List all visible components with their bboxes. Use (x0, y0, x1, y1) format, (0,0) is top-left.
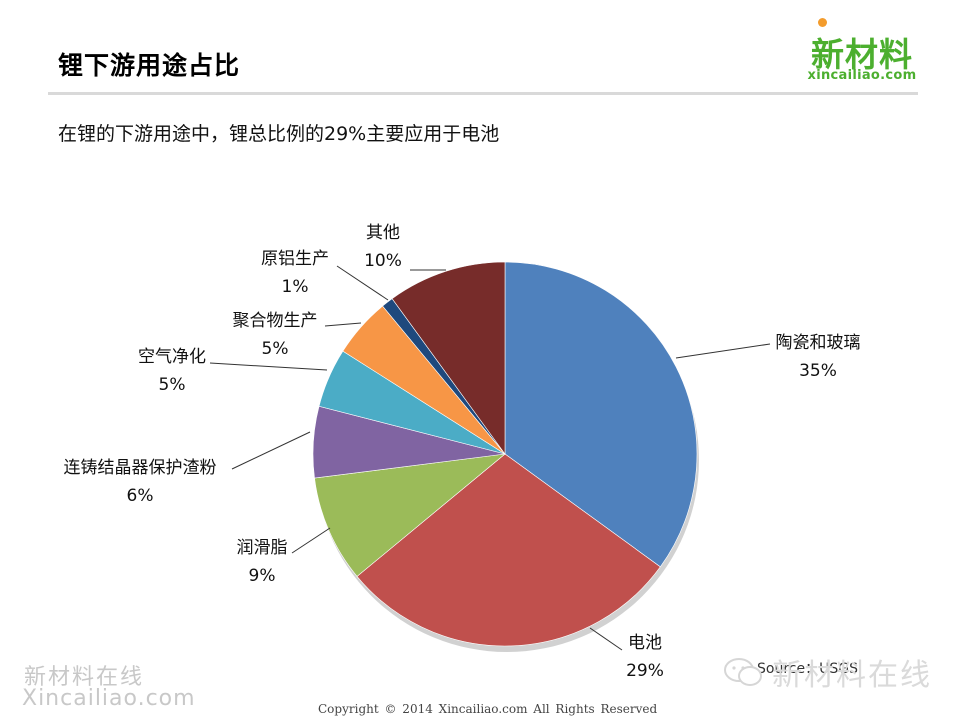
leader-line (336, 265, 389, 301)
leader-line (209, 362, 328, 371)
slide-subtitle: 在锂的下游用途中，锂总比例的29%主要应用于电池 (58, 123, 500, 145)
watermark-left-domain: Xincailiao.com (22, 686, 196, 711)
leader-line (675, 343, 771, 359)
slice-value-label: 10% (364, 251, 402, 271)
title-divider (48, 92, 918, 95)
leader-line (231, 431, 311, 470)
pie-slice (504, 261, 698, 568)
slice-value-label: 5% (262, 339, 289, 359)
pie-slice (356, 453, 661, 647)
logo-domain: xincailiao.com (807, 68, 917, 83)
logo-dot-icon (818, 18, 827, 27)
leader-line (291, 527, 331, 554)
slice-name-label: 其他 (366, 223, 400, 243)
slice-name-label: 原铝生产 (261, 249, 329, 269)
slice-value-label: 5% (159, 375, 186, 395)
logo-text: 新材料 (811, 35, 913, 74)
wechat-icon (724, 658, 762, 686)
footer-copyright: Copyright © 2014 Xincailiao.com All Righ… (318, 702, 658, 716)
leader-line (589, 627, 623, 651)
slice-name-label: 陶瓷和玻璃 (776, 333, 861, 353)
pie-labels: 陶瓷和玻璃 35% 电池 29% 润滑脂 9% 连铸结晶器保护渣粉 6% 空气净化 5% 聚合物生产… (64, 223, 861, 681)
slice-value-label: 9% (249, 566, 276, 586)
leader-line (324, 322, 362, 327)
watermark-right: 新材料在线 (772, 658, 932, 693)
slice-name-label: 电池 (628, 633, 662, 653)
slice-name-label: 连铸结晶器保护渣粉 (64, 458, 217, 478)
pie-slice (391, 261, 506, 455)
watermark-left-name: 新材料在线 (24, 665, 145, 690)
brand-logo: 新材料 xincailiao.com (806, 18, 918, 88)
slice-name-label: 润滑脂 (237, 538, 288, 558)
pie-slices (312, 261, 698, 647)
slice-value-label: 6% (127, 486, 154, 506)
slice-name-label: 空气净化 (138, 347, 206, 367)
pie-slice (314, 453, 506, 577)
slice-name-label: 聚合物生产 (233, 311, 318, 331)
slice-value-label: 29% (626, 661, 664, 681)
slice-value-label: 1% (282, 277, 309, 297)
page-title: 锂下游用途占比 (58, 51, 241, 80)
source-note: Source：USGS (757, 661, 858, 677)
slice-value-label: 35% (799, 361, 837, 381)
